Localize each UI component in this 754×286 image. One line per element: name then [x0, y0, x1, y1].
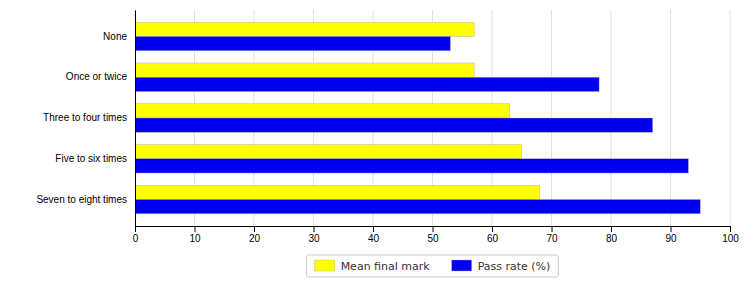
- legend-swatch: [452, 260, 472, 271]
- legend-label: Pass rate (%): [478, 260, 551, 273]
- y-tick: Once or twice: [66, 71, 135, 82]
- x-tick: 80: [606, 226, 618, 244]
- legend-items: Mean final mark Pass rate (%): [315, 260, 551, 273]
- x-tick: 60: [487, 226, 499, 244]
- legend-swatch: [315, 260, 335, 271]
- bar: [135, 36, 450, 50]
- y-tick: Seven to eight times: [36, 194, 135, 205]
- bar: [135, 77, 599, 91]
- grid-line: [135, 10, 136, 226]
- x-tick: 40: [368, 226, 380, 244]
- legend-box: [307, 255, 559, 277]
- bar: [135, 22, 474, 36]
- x-tick-mark: [254, 226, 255, 232]
- x-tick: 10: [189, 226, 201, 244]
- y-tick-label: Three to four times: [43, 112, 127, 123]
- y-tick: Three to four times: [43, 112, 135, 123]
- x-tick-mark: [611, 226, 612, 232]
- bar: [135, 104, 510, 118]
- x-tick: 50: [427, 226, 439, 244]
- plot-area: 0 10 20 30 40 50 60 70 80 90 100 Seven to eight tim…: [36, 10, 739, 244]
- chart-svg: 0 10 20 30 40 50 60 70 80 90 100 Seven to eight tim…: [0, 0, 754, 286]
- x-tick-mark: [730, 226, 731, 232]
- x-tick-mark: [671, 226, 672, 232]
- bar: [135, 63, 474, 77]
- x-tick-mark: [433, 226, 434, 232]
- y-tick-label: None: [103, 31, 127, 42]
- x-tick-mark: [373, 226, 374, 232]
- x-tick-label: 50: [427, 233, 439, 244]
- x-tick-mark: [135, 226, 136, 232]
- grid: [135, 10, 730, 226]
- x-tick-mark: [195, 226, 196, 232]
- chart-container: 0 10 20 30 40 50 60 70 80 90 100 Seven to eight tim…: [0, 0, 754, 286]
- x-tick-label: 10: [189, 233, 201, 244]
- x-tick-mark: [492, 226, 493, 232]
- bar: [135, 200, 700, 214]
- y-tick: Five to six times: [55, 153, 135, 164]
- x-tick: 0: [133, 226, 139, 244]
- bars: [135, 22, 700, 214]
- bar: [135, 159, 688, 173]
- x-axis-line: [136, 227, 731, 233]
- x-tick-label: 80: [606, 233, 618, 244]
- x-tick: 30: [308, 226, 320, 244]
- x-tick-label: 40: [368, 233, 380, 244]
- bar: [135, 118, 653, 132]
- y-axis-line: [135, 11, 136, 227]
- x-tick-label: 20: [249, 233, 261, 244]
- legend: Mean final mark Pass rate (%): [307, 255, 559, 277]
- y-tick-label: Once or twice: [66, 71, 128, 82]
- y-tick-label: Five to six times: [55, 153, 127, 164]
- x-tick: 70: [546, 226, 558, 244]
- grid-line: [670, 10, 671, 226]
- bar: [135, 144, 522, 158]
- x-tick-label: 100: [722, 233, 739, 244]
- x-tick-label: 30: [308, 233, 320, 244]
- legend-item: Pass rate (%): [452, 260, 551, 273]
- x-tick: 90: [665, 226, 677, 244]
- x-axis: 0 10 20 30 40 50 60 70 80 90 100: [133, 226, 740, 244]
- grid-line: [730, 10, 731, 226]
- y-axis: Seven to eight times Five to six times Thr…: [36, 11, 135, 227]
- x-tick-mark: [552, 226, 553, 232]
- x-tick-label: 60: [487, 233, 499, 244]
- y-tick-label: Seven to eight times: [36, 194, 127, 205]
- x-tick-label: 90: [665, 233, 677, 244]
- x-tick: 20: [249, 226, 261, 244]
- bar: [135, 185, 540, 199]
- x-tick: 100: [722, 226, 739, 244]
- legend-label: Mean final mark: [341, 260, 431, 273]
- x-tick-label: 70: [546, 233, 558, 244]
- y-tick: None: [103, 31, 135, 42]
- x-tick-mark: [314, 226, 315, 232]
- legend-item: Mean final mark: [315, 260, 431, 273]
- x-tick-label: 0: [133, 233, 139, 244]
